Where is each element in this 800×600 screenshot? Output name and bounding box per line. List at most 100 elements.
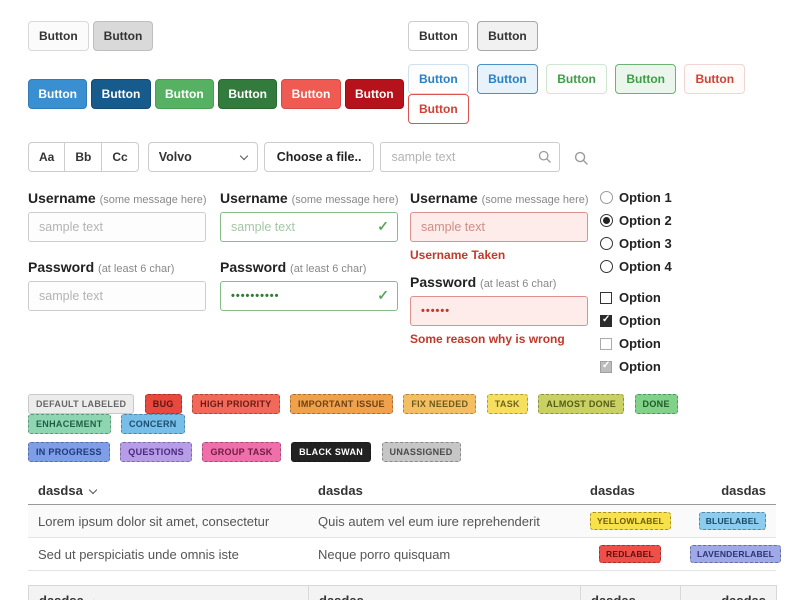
radio-option-2[interactable]: Option 2 bbox=[600, 213, 672, 228]
outline-green-button[interactable]: Button bbox=[546, 64, 607, 94]
group-button-aa[interactable]: Aa bbox=[28, 142, 66, 172]
solid-green-button[interactable]: Button bbox=[154, 79, 214, 109]
checkbox-icon[interactable] bbox=[600, 291, 612, 304]
username-label: Username (some message here) bbox=[410, 190, 589, 206]
form-error-column: Username (some message here) Username Ta… bbox=[410, 190, 589, 382]
password-label: Password (at least 6 char) bbox=[28, 259, 206, 275]
radio-icon[interactable] bbox=[600, 237, 613, 250]
search-field-wrap bbox=[380, 142, 561, 172]
password-field-valid[interactable] bbox=[220, 281, 398, 311]
table-cell: Quis autem vel eum iure reprehenderit bbox=[308, 504, 580, 538]
checkbox-option-4[interactable]: Option bbox=[600, 359, 672, 374]
forms-section: Username (some message here) Password (a… bbox=[28, 190, 776, 382]
column-header[interactable]: dasdas bbox=[580, 476, 680, 505]
outline-button-gray[interactable]: Button bbox=[477, 21, 538, 51]
table-header-row: dasdsa dasdas dasdas dasdas bbox=[28, 585, 777, 600]
password-label-text: Password bbox=[410, 274, 477, 290]
solid-red-button[interactable]: Button bbox=[281, 79, 341, 109]
outline-blue-strong-button[interactable]: Button bbox=[477, 64, 538, 94]
table-cell: Neque porro quisquam bbox=[308, 537, 580, 571]
label-fix-needed: FIX NEEDED bbox=[403, 394, 477, 414]
radio-label: Option 1 bbox=[619, 190, 672, 205]
radio-option-1[interactable]: Option 1 bbox=[600, 190, 672, 205]
username-field-valid[interactable] bbox=[220, 212, 398, 242]
username-error-message: Username Taken bbox=[410, 248, 506, 262]
column-header[interactable]: dasdas bbox=[580, 585, 681, 600]
username-field[interactable] bbox=[28, 212, 206, 242]
solid-darkblue-button[interactable]: Button bbox=[91, 79, 151, 109]
group-button-cc[interactable]: Cc bbox=[101, 142, 139, 172]
radio-checked-icon[interactable] bbox=[600, 214, 613, 227]
column-header[interactable]: dasdas bbox=[308, 476, 580, 505]
solid-darkred-button[interactable]: Button bbox=[344, 79, 404, 109]
password-label: Password (at least 6 char) bbox=[220, 259, 398, 275]
checkbox-checked-disabled-icon bbox=[600, 360, 612, 373]
default-solid-group: Button Button bbox=[28, 21, 408, 51]
outline-green-strong-button[interactable]: Button bbox=[615, 64, 676, 94]
file-upload-button[interactable]: Choose a file.. bbox=[263, 142, 375, 172]
outline-red-button[interactable]: Button bbox=[684, 64, 746, 94]
group-button-bb[interactable]: Bb bbox=[64, 142, 103, 172]
password-hint: (at least 6 char) bbox=[290, 263, 367, 275]
sortable-column-header[interactable]: dasdsa bbox=[28, 476, 308, 505]
check-icon: ✓ bbox=[377, 287, 389, 303]
table-cell: REDLABEL bbox=[580, 537, 680, 571]
form-default-column: Username (some message here) Password (a… bbox=[28, 190, 207, 382]
table-cell: LAVENDERLABEL bbox=[680, 537, 782, 571]
label-bug: BUG bbox=[144, 394, 182, 414]
username-hint: (some message here) bbox=[99, 194, 207, 206]
checkbox-option-2[interactable]: Option bbox=[600, 313, 672, 328]
password-field[interactable] bbox=[28, 281, 206, 311]
sortable-column-header[interactable]: dasdsa bbox=[28, 585, 309, 600]
radio-label: Option 2 bbox=[619, 213, 672, 228]
password-field-invalid[interactable] bbox=[410, 296, 588, 326]
options-column: Option 1 Option 2 Option 3 Option 4 bbox=[600, 190, 672, 382]
solid-blue-button[interactable]: Button bbox=[28, 79, 88, 109]
yellow-label-badge: YELLOWLABEL bbox=[590, 512, 671, 530]
radio-option-4[interactable]: Option 4 bbox=[600, 259, 672, 274]
outline-blue-button[interactable]: Button bbox=[408, 64, 469, 94]
outline-button-light[interactable]: Button bbox=[408, 21, 469, 51]
table-cell: Lorem ipsum dolor sit amet, consectetur bbox=[28, 504, 308, 538]
default-buttons-row: Button Button Button Button bbox=[28, 21, 776, 51]
username-hint: (some message here) bbox=[481, 194, 589, 206]
labels-section: DEFAULT LABELED BUG HIGH PRIORITY IMPORT… bbox=[28, 394, 776, 462]
checkbox-label: Option bbox=[619, 290, 661, 305]
username-label-text: Username bbox=[410, 190, 478, 206]
colored-buttons-row: Button Button Button Button Button Butto… bbox=[28, 64, 776, 124]
solid-darkgreen-button[interactable]: Button bbox=[217, 79, 278, 109]
column-header[interactable]: dasdas bbox=[680, 476, 776, 505]
label-task: TASK bbox=[486, 394, 528, 414]
username-label-text: Username bbox=[220, 190, 288, 206]
search-input[interactable] bbox=[380, 142, 561, 172]
search-icon[interactable] bbox=[574, 151, 589, 166]
table-cell: Sed ut perspiciatis unde omnis iste bbox=[28, 537, 308, 571]
column-header[interactable]: dasdas bbox=[680, 585, 777, 600]
table-row: Lorem ipsum dolor sit amet, consectetur … bbox=[28, 504, 776, 538]
password-hint: (at least 6 char) bbox=[98, 263, 175, 275]
password-label-text: Password bbox=[28, 259, 95, 275]
table-header-row: dasdsa dasdas dasdas dasdas bbox=[28, 476, 776, 505]
radio-option-3[interactable]: Option 3 bbox=[600, 236, 672, 251]
default-button-light[interactable]: Button bbox=[28, 21, 89, 51]
table-cell: YELLOWLABEL bbox=[580, 504, 680, 538]
car-select[interactable]: Volvo bbox=[147, 142, 258, 172]
checkbox-option-1[interactable]: Option bbox=[600, 290, 672, 305]
form-success-column: Username (some message here) ✓ Password … bbox=[220, 190, 399, 382]
radio-icon[interactable] bbox=[600, 191, 613, 204]
default-button-gray[interactable]: Button bbox=[92, 21, 154, 51]
check-icon: ✓ bbox=[377, 218, 389, 234]
outline-red-strong-button[interactable]: Button bbox=[408, 94, 469, 124]
checkbox-label: Option bbox=[619, 336, 661, 351]
username-field-invalid[interactable] bbox=[410, 212, 588, 242]
outline-colored-group: Button Button Button Button Button Butto… bbox=[408, 64, 776, 124]
radio-group: Option 1 Option 2 Option 3 Option 4 bbox=[600, 190, 672, 274]
radio-icon[interactable] bbox=[600, 260, 613, 273]
red-label-badge: REDLABEL bbox=[599, 545, 661, 563]
table-row: Sed ut perspiciatis unde omnis iste Nequ… bbox=[28, 537, 782, 571]
checkbox-option-3[interactable]: Option bbox=[600, 336, 672, 351]
checkbox-checked-icon[interactable] bbox=[600, 314, 612, 327]
username-hint: (some message here) bbox=[291, 194, 399, 206]
column-header[interactable]: dasdas bbox=[308, 585, 581, 600]
